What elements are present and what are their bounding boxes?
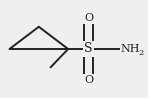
- Text: NH: NH: [121, 44, 140, 54]
- Text: 2: 2: [138, 49, 143, 57]
- Text: S: S: [84, 43, 93, 55]
- Text: O: O: [84, 75, 93, 85]
- Text: O: O: [84, 13, 93, 23]
